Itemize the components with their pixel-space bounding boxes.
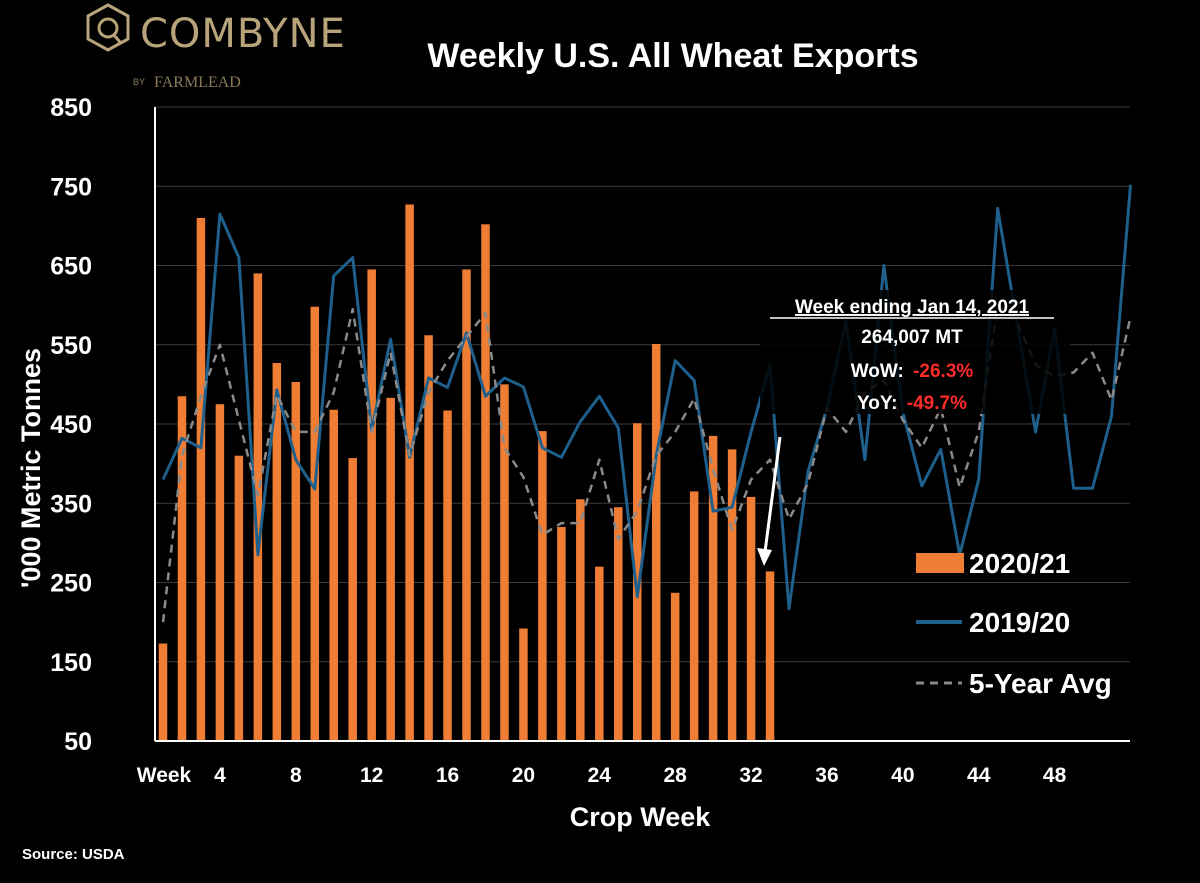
legend-item-2020-21: 2020/21 [916,548,1070,579]
legend-label-2019-20: 2019/20 [969,607,1070,638]
y-tick-labels: 50 150 250 350 450 550 650 750 850 [50,94,92,756]
legend-item-5-year-avg: 5-Year Avg [916,668,1112,699]
y-tick-label-750: 750 [50,173,92,201]
bar-week-23 [576,499,585,741]
bar-week-30 [708,435,718,741]
bars-2020-21 [158,204,775,742]
x-tick-labels: Week 4 8 12 16 20 24 28 32 36 40 44 48 [137,764,1067,787]
annotation-wow: WoW: -26.3% [851,361,974,382]
x-tick-label-40: 40 [891,764,914,787]
bar-week-11 [348,458,357,741]
chart-title: Weekly U.S. All Wheat Exports [427,37,918,75]
x-tick-label-4: 4 [214,764,226,787]
x-tick-label-28: 28 [664,764,688,787]
bar-week-10 [329,409,338,741]
bar-week-2 [177,396,187,741]
x-axis-title: Crop Week [570,802,712,832]
bar-week-28 [670,592,680,741]
axes [154,107,1130,742]
y-tick-label-250: 250 [50,570,92,598]
line-2019-20 [161,184,1132,611]
bar-week-22 [557,527,566,741]
bar-week-20 [519,628,528,741]
x-tick-label-week: Week [137,764,192,787]
brand-byline-name: FARMLEAD [154,74,241,91]
lines [161,184,1132,623]
arrow-icon [757,436,782,566]
bar-week-18 [481,224,490,742]
brand-logo: COMBYNE BY FARMLEAD [86,3,346,91]
bar-week-17 [462,269,471,741]
bar-week-29 [689,491,699,741]
bar-week-25 [614,507,623,741]
brand-name: COMBYNE [140,11,346,57]
x-tick-label-48: 48 [1043,764,1067,787]
y-tick-label-550: 550 [50,332,92,360]
x-tick-label-24: 24 [588,764,612,787]
legend-label-5-year-avg: 5-Year Avg [969,668,1112,699]
bar-week-1 [158,643,168,741]
legend-label-2020-21: 2020/21 [969,548,1070,579]
annotation-yoy-value: -49.7% [907,393,967,414]
bar-week-5 [234,455,244,741]
annotation-wow-value: -26.3% [913,361,973,382]
bar-week-26 [633,423,642,741]
bar-week-24 [595,566,604,741]
annotation-yoy-label: YoY: [857,393,897,414]
bar-week-27 [651,343,661,741]
bar-week-7 [272,362,282,741]
bar-week-12 [367,269,376,741]
x-tick-label-32: 32 [739,764,762,787]
bar-week-31 [727,449,737,741]
bar-week-16 [443,410,452,741]
latest-week-annotation: Week ending Jan 14, 2021 264,007 MT WoW:… [760,290,1070,414]
bar-week-6 [253,273,263,741]
bar-week-15 [424,335,433,741]
x-tick-label-44: 44 [967,764,991,787]
annotation-volume: 264,007 MT [861,327,963,348]
y-tick-label-450: 450 [50,411,92,439]
combyne-logo-icon [86,3,130,52]
bar-week-4 [215,404,225,741]
bar-week-14 [405,204,414,742]
legend-swatch-bar [916,553,964,573]
annotation-wow-label: WoW: [851,361,904,382]
y-tick-label-50: 50 [64,728,92,756]
x-tick-label-20: 20 [512,764,535,787]
bar-week-3 [196,217,206,741]
bar-week-19 [500,384,509,741]
y-tick-label-150: 150 [50,649,92,677]
brand-byline-by: BY [133,77,145,87]
x-tick-label-12: 12 [360,764,383,787]
bar-week-32 [746,496,756,741]
y-axis-title: '000 Metric Tonnes [16,348,46,588]
y-tick-label-650: 650 [50,253,92,281]
legend-item-2019-20: 2019/20 [916,607,1070,638]
bar-week-9 [310,306,320,741]
annotation-heading: Week ending Jan 14, 2021 [795,297,1030,318]
source-note: Source: USDA [22,846,125,863]
bar-week-33 [765,571,775,741]
y-tick-label-350: 350 [50,490,92,518]
annotation-yoy: YoY: -49.7% [857,393,967,414]
x-tick-label-8: 8 [290,764,302,787]
bar-week-13 [386,397,395,741]
line-2019-20-path [161,184,1132,611]
x-tick-label-16: 16 [436,764,459,787]
legend: 2020/21 2019/20 5-Year Avg [916,548,1112,699]
bar-week-21 [538,431,547,741]
x-tick-label-36: 36 [815,764,838,787]
y-tick-label-850: 850 [50,94,92,122]
bar-week-8 [291,381,301,741]
